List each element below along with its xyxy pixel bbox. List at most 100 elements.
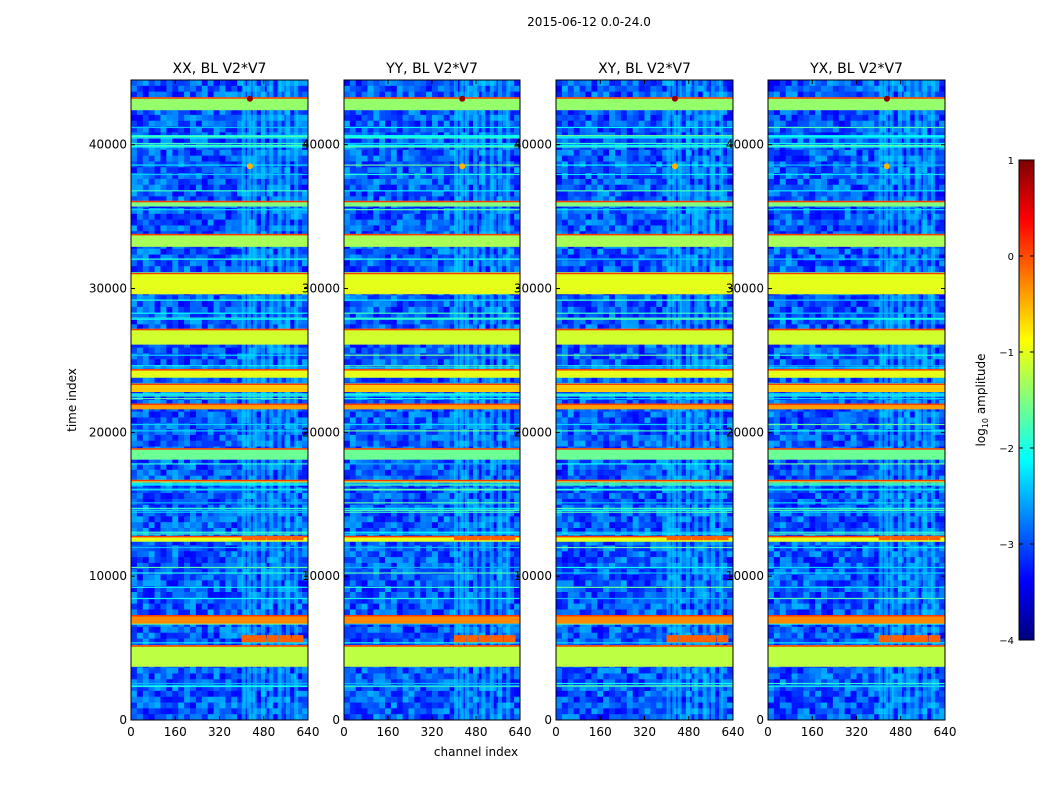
heatmap-cell xyxy=(254,138,262,145)
heatmap-cell xyxy=(302,597,308,604)
heatmap-cell xyxy=(514,184,520,191)
heatmap-cell xyxy=(396,248,403,255)
heatmap-cell xyxy=(142,85,149,92)
heatmap-cell xyxy=(148,708,155,715)
heatmap-cell xyxy=(154,114,161,122)
heatmap-cell xyxy=(184,440,191,447)
heatmap-cell xyxy=(225,510,232,517)
heatmap-cell xyxy=(249,359,256,366)
heatmap-cell xyxy=(201,498,208,506)
heatmap-cell xyxy=(420,225,427,232)
heatmap-cell xyxy=(178,562,185,570)
heatmap-cell xyxy=(154,155,161,162)
heatmap-cell xyxy=(172,318,179,325)
heatmap-cell xyxy=(195,603,203,610)
heatmap-cell xyxy=(172,586,179,593)
heatmap-cell xyxy=(131,394,138,401)
heatmap-cell xyxy=(154,184,161,191)
heatmap-cell xyxy=(379,80,386,87)
heatmap-cell xyxy=(148,347,155,354)
heatmap-cell xyxy=(195,306,203,314)
heatmap-cell xyxy=(490,155,497,162)
heatmap-cell xyxy=(142,592,149,599)
heatmap-cell xyxy=(172,254,179,261)
heatmap-cell xyxy=(272,306,279,314)
heatmap-cell xyxy=(455,312,462,319)
heatmap-cell xyxy=(379,359,386,366)
heatmap-cell xyxy=(272,80,279,87)
heatmap-cell xyxy=(396,109,403,116)
heatmap-cell xyxy=(142,208,149,215)
heatmap-cell xyxy=(432,306,439,314)
heatmap-cell xyxy=(344,173,351,180)
heatmap-cell xyxy=(344,359,351,366)
heatmap-cell xyxy=(455,184,462,191)
heatmap-cell xyxy=(136,545,144,552)
heatmap-cell xyxy=(142,254,149,261)
heatmap-cell xyxy=(396,266,403,273)
heatmap-cell xyxy=(296,260,303,267)
heatmap-cell xyxy=(490,138,497,145)
heatmap-cell xyxy=(355,196,362,203)
heatmap-cell xyxy=(201,91,208,98)
heatmap-cell xyxy=(243,702,250,709)
heatmap-cell xyxy=(190,114,197,122)
heatmap-cell xyxy=(349,318,357,325)
heatmap-column xyxy=(241,80,246,720)
heatmap-cell xyxy=(219,155,226,162)
heatmap-cell xyxy=(213,679,220,686)
heatmap-cell xyxy=(367,318,374,325)
heatmap-cell xyxy=(437,114,445,122)
heatmap-cell xyxy=(290,353,297,360)
heatmap-cell xyxy=(243,138,250,145)
y-tick-label: 40000 xyxy=(89,138,127,152)
heatmap-cell xyxy=(219,400,226,407)
heatmap-cell xyxy=(379,254,386,261)
heatmap-cell xyxy=(461,219,468,226)
heatmap-cell xyxy=(190,213,197,220)
heatmap-cell xyxy=(408,120,415,127)
heatmap-cell xyxy=(296,394,303,401)
heatmap-cell xyxy=(390,213,398,220)
heatmap-cell xyxy=(231,539,238,546)
heatmap-cell xyxy=(484,353,491,360)
heatmap-cell xyxy=(213,464,220,471)
heatmap-cell xyxy=(373,114,380,122)
heatmap-cell xyxy=(195,475,203,482)
heatmap-cell xyxy=(195,295,203,302)
heatmap-cell xyxy=(190,568,197,575)
heatmap-cell xyxy=(414,213,421,220)
heatmap-cell xyxy=(385,190,392,197)
heatmap-cell xyxy=(302,580,308,587)
heatmap-cell xyxy=(142,219,149,226)
heatmap-cell xyxy=(514,85,520,92)
heatmap-cell xyxy=(290,109,297,116)
heatmap-cell xyxy=(290,568,297,575)
heatmap-cell xyxy=(243,91,250,98)
heatmap-cell xyxy=(490,266,497,273)
heatmap-cell xyxy=(254,626,262,634)
heatmap-cell xyxy=(296,522,303,529)
heatmap-cell xyxy=(184,190,191,197)
heatmap-cell xyxy=(414,376,421,383)
heatmap-cell xyxy=(213,318,220,325)
heatmap-cell xyxy=(225,219,232,226)
heatmap-cell xyxy=(154,690,161,698)
heatmap-cell xyxy=(148,126,155,133)
heatmap-cell xyxy=(402,196,409,203)
heatmap-cell xyxy=(290,714,297,720)
heatmap-cell xyxy=(136,557,144,564)
heatmap-cell xyxy=(254,475,262,482)
heatmap-cell xyxy=(142,626,149,634)
heatmap-cell xyxy=(190,109,197,116)
heatmap-cell xyxy=(154,603,161,610)
heatmap-cell xyxy=(207,138,214,145)
heatmap-cell xyxy=(414,173,421,180)
heatmap-cell xyxy=(390,167,398,174)
heatmap-cell xyxy=(231,557,238,564)
heatmap-cell xyxy=(296,266,303,273)
heatmap-cell xyxy=(195,708,203,715)
heatmap-cell xyxy=(136,178,144,186)
heatmap-cell xyxy=(237,580,244,587)
heatmap-cell xyxy=(396,208,403,215)
